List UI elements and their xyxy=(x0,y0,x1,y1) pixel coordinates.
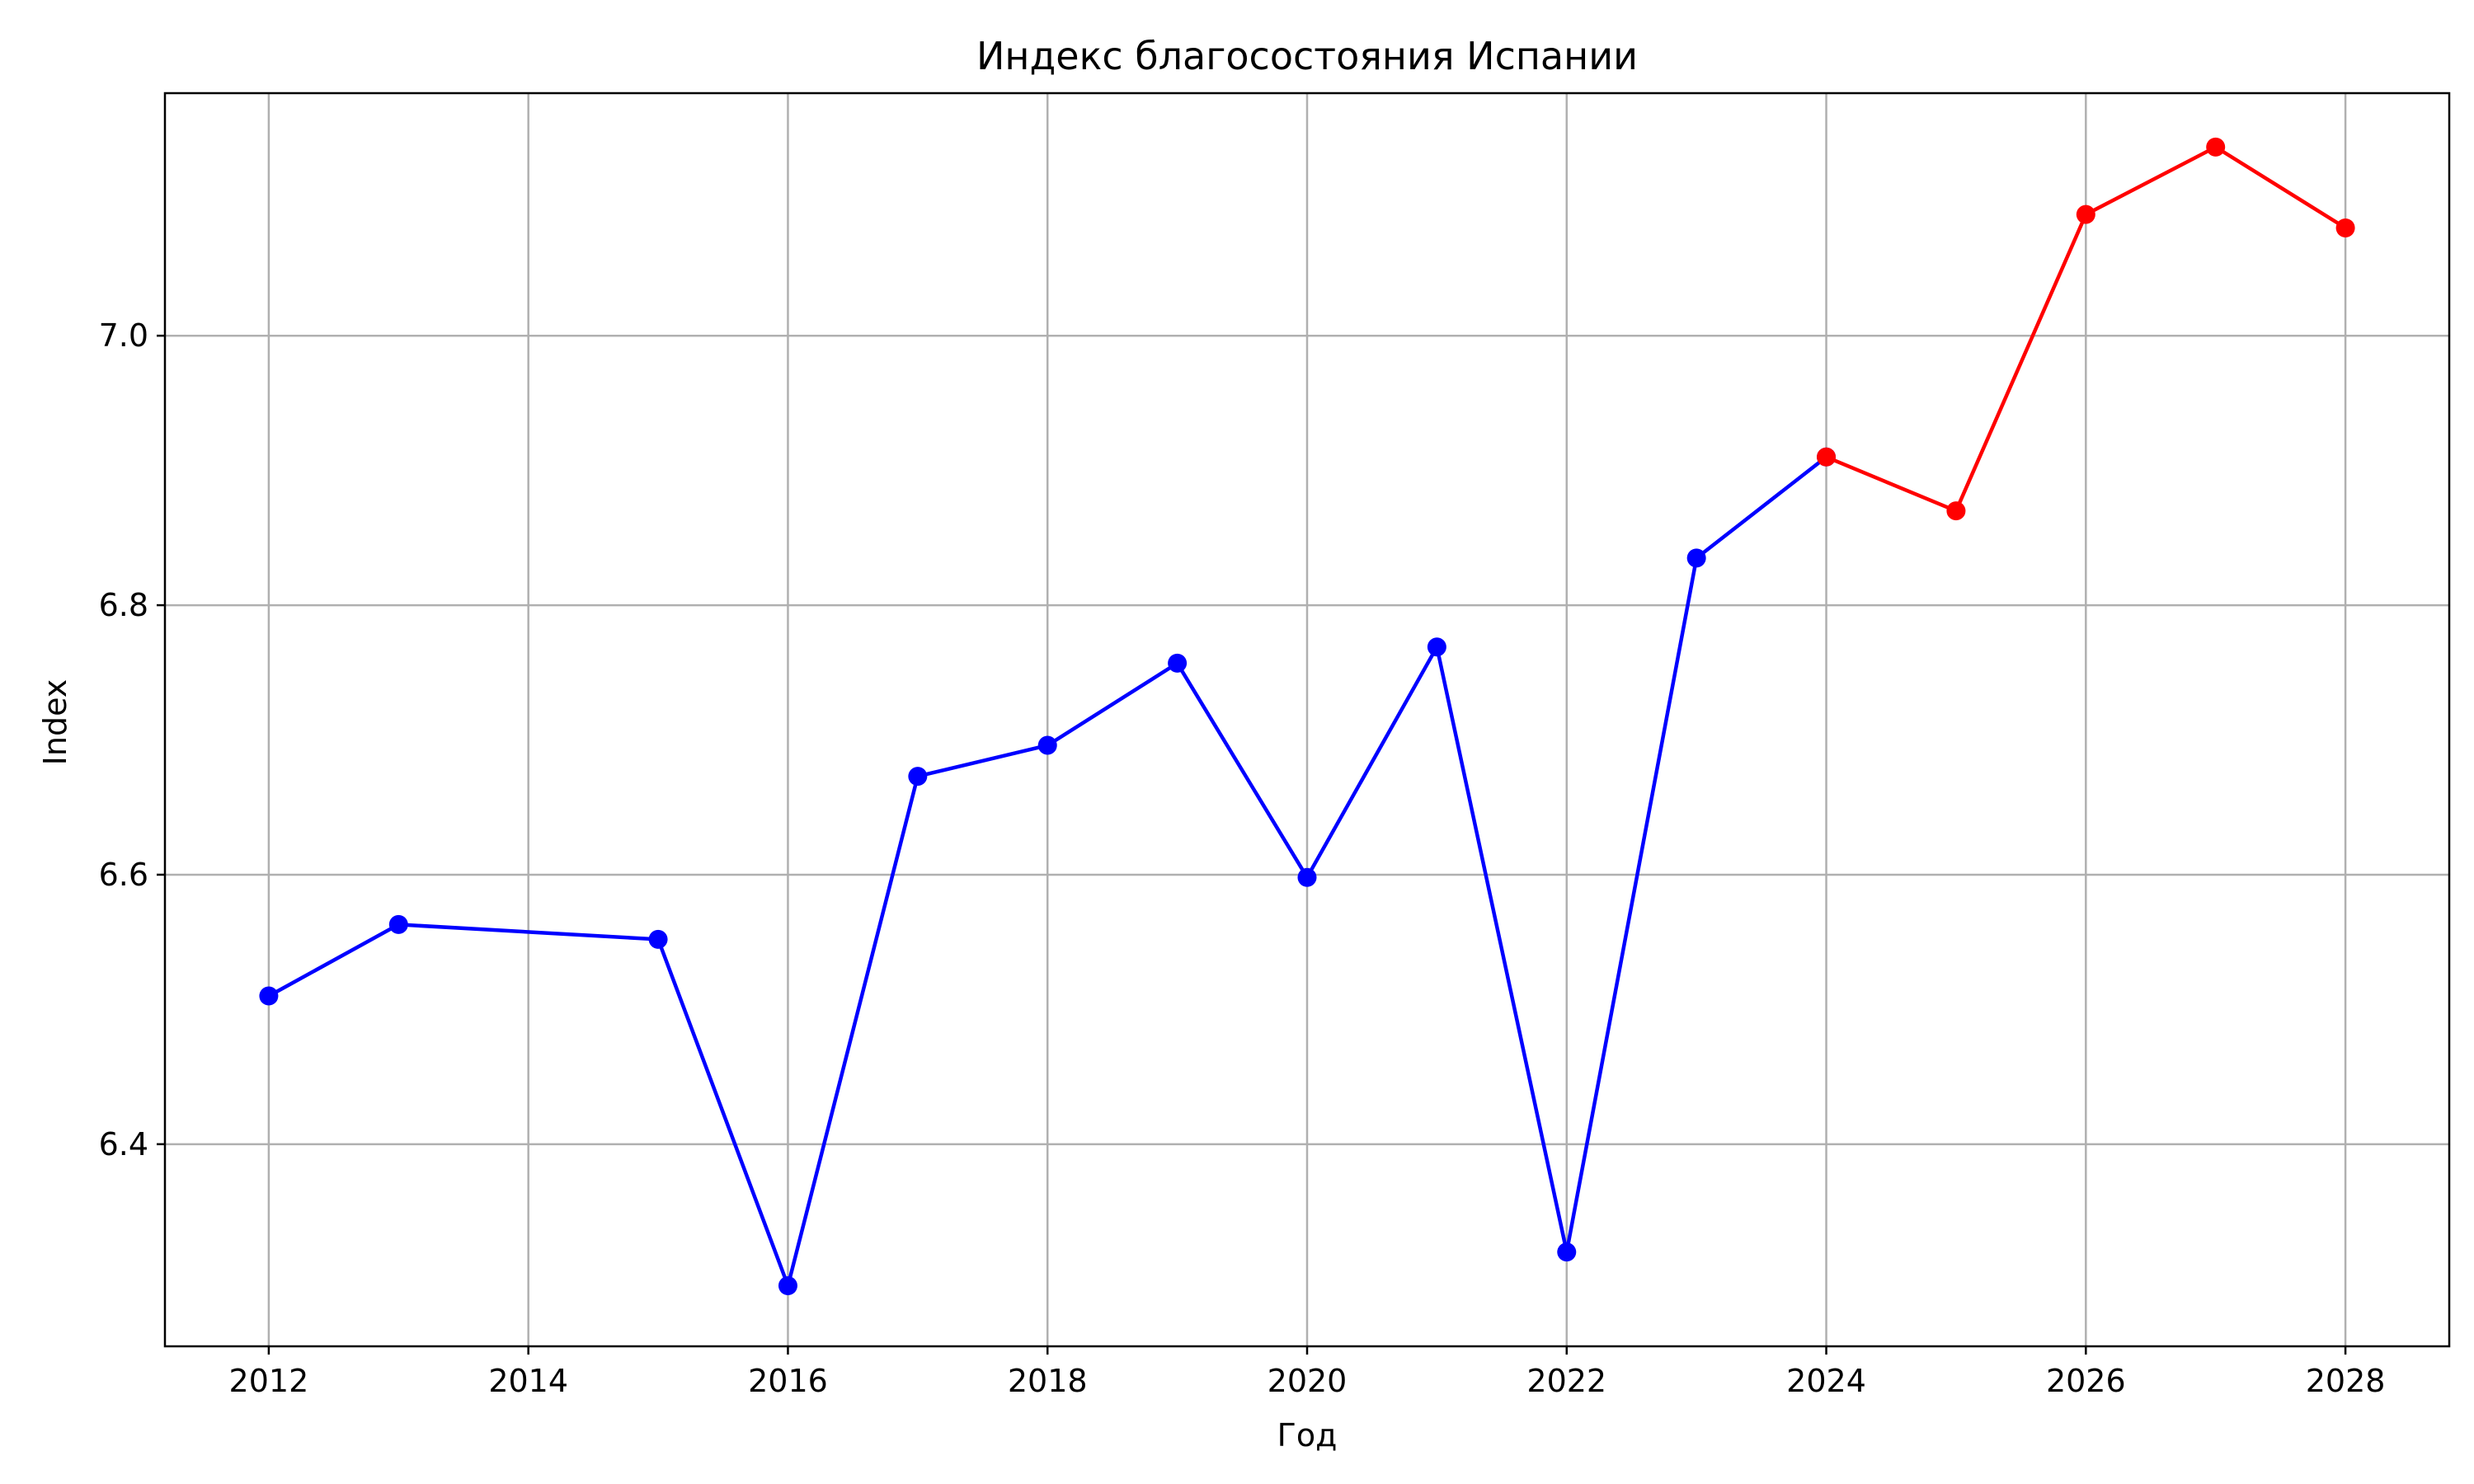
data-point xyxy=(1946,501,1966,521)
data-point xyxy=(2206,137,2226,157)
x-tick-label: 2014 xyxy=(488,1363,568,1399)
y-tick-label: 6.4 xyxy=(99,1126,148,1162)
data-point xyxy=(908,767,928,787)
data-point xyxy=(1686,548,1706,568)
data-point xyxy=(1817,447,1837,467)
data-point xyxy=(259,986,279,1006)
data-point xyxy=(778,1275,797,1295)
y-tick-label: 6.6 xyxy=(99,857,148,893)
x-tick-label: 2018 xyxy=(1008,1363,1088,1399)
x-tick-label: 2020 xyxy=(1268,1363,1348,1399)
x-tick-label: 2022 xyxy=(1526,1363,1606,1399)
series-1 xyxy=(1817,137,2355,521)
data-point xyxy=(1168,653,1188,673)
x-tick-label: 2012 xyxy=(229,1363,309,1399)
series-0 xyxy=(259,447,1837,1295)
y-tick-label: 7.0 xyxy=(99,317,148,354)
data-point xyxy=(1297,867,1317,887)
data-point xyxy=(2076,204,2095,224)
x-tick-label: 2016 xyxy=(748,1363,828,1399)
data-point xyxy=(1427,637,1446,657)
data-point xyxy=(2335,218,2355,237)
series-line xyxy=(267,455,1827,1288)
chart-title: Индекс благосостояния Испании xyxy=(976,34,1638,78)
axis-ticks: 2012 2014 2016 2018 2020 2022 2024 2026 2028 6.4 6… xyxy=(99,317,2386,1399)
y-tick-label: 6.8 xyxy=(99,587,148,623)
series-layer xyxy=(259,137,2355,1295)
data-point xyxy=(1037,735,1057,755)
y-axis-label: Index xyxy=(37,679,73,766)
x-tick-label: 2028 xyxy=(2306,1363,2386,1399)
grid xyxy=(165,93,2449,1346)
data-point xyxy=(1557,1242,1577,1262)
x-tick-label: 2024 xyxy=(1786,1363,1866,1399)
data-point xyxy=(648,929,668,949)
data-point xyxy=(388,914,408,934)
x-axis-label: Год xyxy=(1277,1417,1338,1453)
x-tick-label: 2026 xyxy=(2046,1363,2126,1399)
